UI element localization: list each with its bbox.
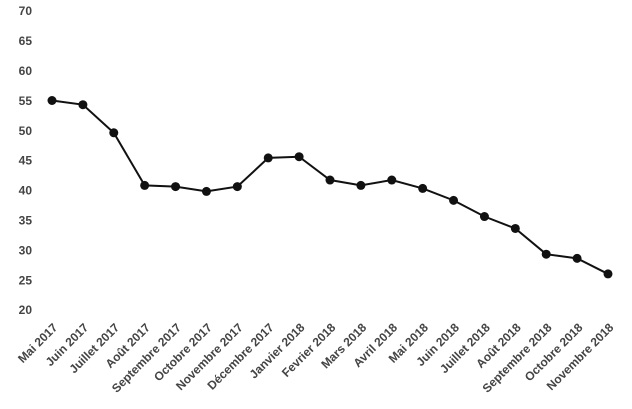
line: [51, 99, 609, 275]
y-tick-label: 60: [19, 64, 33, 78]
point: [78, 100, 88, 110]
y-tick-label: 35: [19, 213, 33, 227]
point: [418, 183, 428, 193]
point: [541, 249, 551, 259]
y-tick-label: 50: [19, 124, 33, 138]
y-tick-label: 65: [19, 34, 33, 48]
y-tick-label: 40: [19, 184, 33, 198]
point: [356, 180, 366, 190]
y-tick-label: 25: [19, 273, 33, 287]
point: [479, 212, 489, 222]
y-tick-label: 30: [19, 243, 33, 257]
point: [510, 223, 520, 233]
point: [572, 253, 582, 263]
point: [171, 182, 181, 192]
point: [263, 153, 273, 163]
y-tick-label: 45: [19, 154, 33, 168]
point: [201, 186, 211, 196]
point: [294, 152, 304, 162]
point: [603, 269, 613, 279]
y-tick-label: 70: [19, 4, 33, 18]
point: [387, 175, 397, 185]
point: [47, 96, 57, 106]
y-tick-label: 55: [19, 94, 33, 108]
point: [109, 128, 119, 138]
y-tick-label: 20: [19, 303, 33, 317]
point: [140, 180, 150, 190]
point: [449, 195, 459, 205]
point: [232, 182, 242, 192]
point: [325, 175, 335, 185]
